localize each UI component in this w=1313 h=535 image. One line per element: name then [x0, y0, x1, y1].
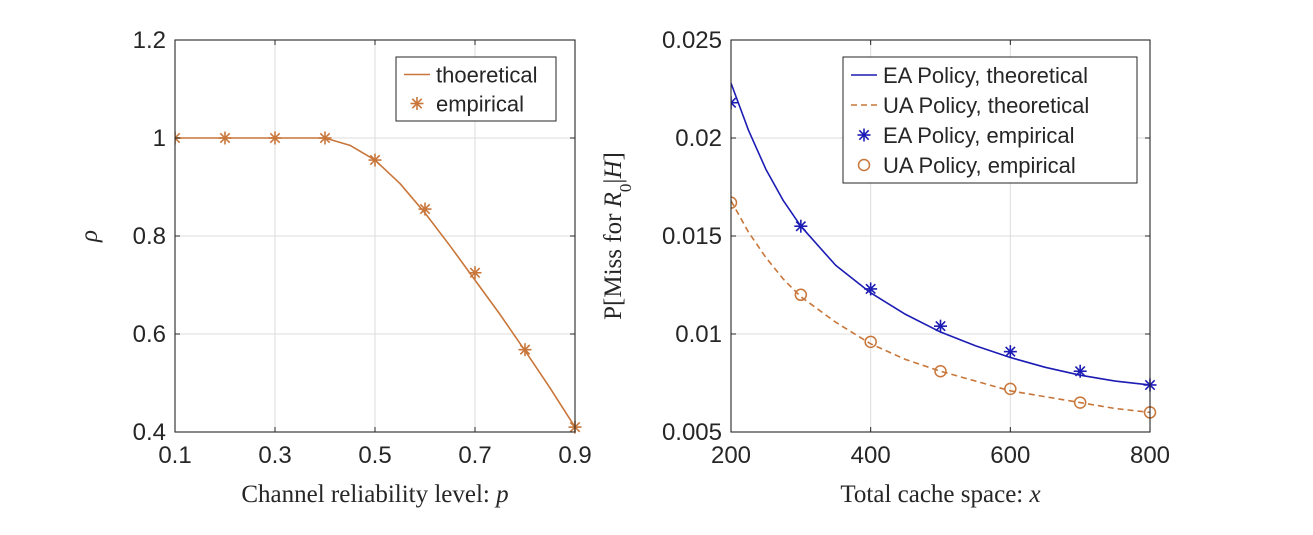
tick-labels: 200 400 600 800 0.005 0.01 0.015 0.02 0.025: [662, 27, 1170, 469]
data-point-3-2: [864, 335, 877, 349]
data-point-2-5: [1073, 364, 1087, 378]
label-part: Total cache space:: [840, 481, 1029, 508]
marker-stroke: [935, 320, 946, 332]
legend-swatch-marker: [857, 128, 871, 142]
marker-stroke: [319, 132, 331, 144]
marker-stroke: [411, 98, 423, 109]
legend: EA Policy, theoretical UA Policy, theoret…: [842, 56, 1138, 184]
label-part: 0: [616, 184, 635, 193]
marker-stroke: [731, 101, 737, 108]
x-tick-label: 800: [1130, 442, 1170, 469]
marker-stroke: [369, 154, 381, 166]
label-part: H: [600, 159, 627, 180]
series-line-1: [731, 200, 1151, 414]
marker-stroke: [519, 344, 531, 355]
marker-stroke: [865, 283, 876, 295]
data-point-2-2: [864, 282, 878, 296]
legend-label: UA Policy, theoretical: [883, 93, 1089, 118]
data-point-3-1: [794, 288, 808, 302]
y-tick-label: 0.4: [133, 419, 166, 446]
tick-labels: 0.1 0.3 0.5 0.7 0.9 0.4 0.6 0.8 1 1.2: [133, 27, 592, 469]
data-point-1-4: [368, 153, 382, 167]
marker-stroke: [795, 220, 807, 232]
data-point-1-2: [268, 131, 282, 145]
data-point-2-0: [731, 96, 738, 110]
x-tick-label: 0.9: [558, 442, 591, 469]
data-point-2-1: [794, 219, 808, 233]
series-group: [731, 82, 1157, 419]
y-tick-label: 0.015: [662, 223, 722, 250]
legend-label: thoeretical: [436, 63, 538, 88]
x-tick-label: 0.3: [258, 442, 291, 469]
x-tick-label: 0.5: [358, 442, 391, 469]
data-point-1-1: [218, 131, 232, 145]
x-tick-label: 0.7: [458, 442, 491, 469]
marker-stroke: [1005, 346, 1016, 357]
y-tick-label: 0.005: [662, 419, 722, 446]
y-tick-label: 0.02: [675, 125, 722, 152]
x-tick-label: 200: [711, 442, 751, 469]
data-point-2-3: [934, 319, 947, 333]
data-point-2-4: [1003, 345, 1017, 359]
x-tick-label: 400: [851, 442, 891, 469]
series-line-0: [175, 137, 576, 428]
y-tick-label: 1.2: [133, 27, 166, 54]
marker-stroke: [175, 132, 181, 140]
legend-box: [842, 56, 1138, 184]
label-part: x: [1029, 481, 1041, 508]
label-part: p: [494, 481, 509, 508]
y-tick-label: 1: [153, 125, 166, 152]
label-part: ρ: [76, 230, 103, 243]
series-line-0: [731, 82, 1151, 386]
marker-stroke: [419, 203, 431, 215]
y-axis-label: ρ: [76, 230, 103, 243]
legend-label: EA Policy, empirical: [883, 123, 1075, 148]
y-tick-label: 0.01: [675, 321, 722, 348]
ticks: [174, 39, 576, 433]
marker-stroke: [219, 132, 231, 144]
ticks: [730, 39, 1151, 433]
x-tick-label: 600: [990, 442, 1030, 469]
data-point-3-3: [934, 364, 947, 378]
chart-rho-vs-reliability: 0.1 0.3 0.5 0.7 0.9 0.4 0.6 0.8 1 1.2 Channel reli…: [76, 27, 592, 508]
legend: thoeretical empirical: [395, 56, 557, 122]
data-point-1-5: [418, 202, 432, 216]
label-part: |: [600, 179, 627, 184]
marker-stroke: [175, 136, 181, 144]
y-tick-label: 0.8: [133, 223, 166, 250]
marker-stroke: [731, 97, 737, 104]
data-point-3-5: [1073, 396, 1087, 409]
marker-stroke: [1074, 365, 1086, 377]
legend-box: [395, 56, 557, 122]
chart-miss-prob-vs-cache: 200 400 600 800 0.005 0.01 0.015 0.02 0.025 Total…: [600, 27, 1170, 508]
y-axis-label: P[Miss for R0|H]: [600, 152, 635, 320]
legend-label: UA Policy, empirical: [883, 153, 1076, 178]
legend-label: EA Policy, theoretical: [883, 63, 1088, 88]
data-point-1-3: [318, 131, 332, 145]
x-axis-label: Total cache space: x: [840, 481, 1040, 508]
label-part: ]: [600, 152, 627, 160]
marker-stroke: [858, 129, 870, 141]
y-tick-label: 0.025: [662, 27, 722, 54]
label-part: R: [600, 192, 627, 208]
marker-stroke: [269, 132, 281, 144]
label-part: P[Miss for: [600, 207, 627, 320]
marker-stroke: [469, 267, 481, 278]
data-point-3-4: [1004, 382, 1017, 396]
y-tick-label: 0.6: [133, 321, 166, 348]
x-tick-label: 0.1: [158, 442, 191, 469]
legend-label: empirical: [436, 92, 524, 117]
legend-swatch-marker: [857, 158, 871, 172]
label-part: Channel reliability level:: [241, 481, 496, 508]
x-axis-label: Channel reliability level: p: [241, 481, 508, 508]
legend-swatch-marker: [410, 97, 424, 110]
data-point-3-0: [731, 196, 738, 209]
data-point-1-6: [468, 266, 482, 280]
data-point-1-7: [518, 343, 532, 357]
